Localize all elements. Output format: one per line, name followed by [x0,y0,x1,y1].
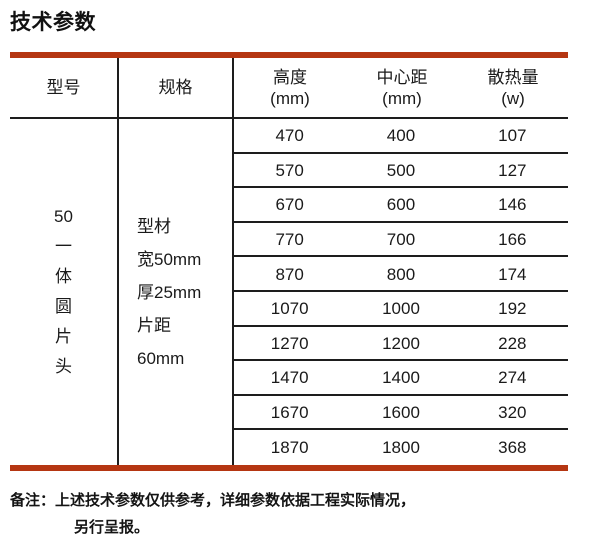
table-row: 1670 1600 320 [234,396,568,431]
table-row: 1070 1000 192 [234,292,568,327]
spec-line: 宽50mm [137,249,202,269]
column-header-center-distance: 中心距 (mm) [346,58,458,117]
footer-note: 备注：上述技术参数仅供参考，详细参数依据工程实际情况， 另行呈报。 [10,487,590,541]
column-header-heat-output: 散热量 (w) [458,58,568,117]
model-char: 一 [55,237,72,256]
data-rows-container: 470 400 107 570 500 127 670 600 146 770 700 166 870 8… [234,119,568,465]
table-row: 870 800 174 [234,257,568,292]
table-row: 470 400 107 [234,119,568,154]
cell-heat-output: 146 [498,195,527,215]
spec-line: 60mm [137,348,185,368]
cell-center-distance: 600 [386,195,416,215]
column-divider-model-spec [117,58,119,465]
cell-heat-output: 192 [498,299,527,319]
model-char: 头 [55,357,72,376]
cell-center-distance: 1200 [382,333,420,353]
accent-rule-top [10,52,568,58]
cell-height: 1870 [270,437,309,457]
cell-center-distance: 1800 [382,437,420,457]
cell-center-distance: 800 [386,264,416,284]
cell-heat-output: 274 [498,368,527,388]
cell-height: 470 [275,126,304,146]
cell-height: 1470 [270,368,309,388]
cell-heat-output: 174 [498,264,527,284]
column-header-spec-line1: 规格 [158,78,193,97]
technical-parameters-table: 型号 规格 高度 (mm) 中心距 (mm) 散热量 (w) 50 一 体 圆 … [10,58,568,465]
cell-height: 670 [275,195,304,215]
spec-line: 型材 [137,216,171,236]
column-header-heat-output-unit: (w) [501,88,525,108]
column-header-height-line1: 高度 [273,67,307,87]
cell-height: 570 [275,160,304,180]
spec-line: 片距 [137,315,171,335]
cell-heat-output: 228 [498,333,527,353]
accent-rule-bottom [10,465,568,471]
model-char: 体 [55,267,72,286]
cell-center-distance: 1600 [382,403,420,423]
table-row: 1270 1200 228 [234,327,568,362]
column-header-center-distance-unit: (mm) [382,88,422,108]
cell-center-distance: 1400 [382,368,420,388]
table-row: 1470 1400 274 [234,361,568,396]
cell-height: 1270 [270,333,309,353]
cell-height: 770 [275,230,304,250]
cell-heat-output: 368 [498,437,527,457]
column-header-model: 型号 [10,58,117,117]
cell-heat-output: 166 [498,230,527,250]
cell-heat-output: 127 [498,160,527,180]
footer-note-line1: 备注：上述技术参数仅供参考，详细参数依据工程实际情况， [10,492,416,509]
cell-center-distance: 500 [386,160,416,180]
cell-height: 1070 [270,299,309,319]
page-title: 技术参数 [10,11,96,34]
footer-note-line2: 另行呈报。 [74,519,150,536]
cell-model-name: 50 一 体 圆 片 头 [10,119,117,465]
column-header-model-line1: 型号 [46,78,81,97]
column-header-height: 高度 (mm) [234,58,346,117]
column-header-heat-output-line1: 散热量 [487,67,539,87]
header-bottom-line [10,117,568,119]
cell-specification: 型材 宽50mm 厚25mm 片距 60mm [119,119,232,465]
model-char: 50 [54,207,73,226]
cell-center-distance: 1000 [382,299,420,319]
model-char: 圆 [55,297,72,316]
cell-height: 870 [275,264,304,284]
cell-heat-output: 107 [498,126,527,146]
column-header-center-distance-line1: 中心距 [376,67,428,87]
column-divider-spec-data [232,58,234,465]
table-row: 1870 1800 368 [234,430,568,465]
model-char: 片 [55,327,72,346]
cell-heat-output: 320 [498,403,527,423]
column-header-height-unit: (mm) [270,88,310,108]
spec-line: 厚25mm [137,282,202,302]
table-row: 770 700 166 [234,223,568,258]
table-row: 670 600 146 [234,188,568,223]
cell-center-distance: 400 [386,126,416,146]
cell-height: 1670 [270,403,309,423]
column-header-spec: 规格 [119,58,232,117]
table-row: 570 500 127 [234,154,568,189]
cell-center-distance: 700 [386,230,416,250]
